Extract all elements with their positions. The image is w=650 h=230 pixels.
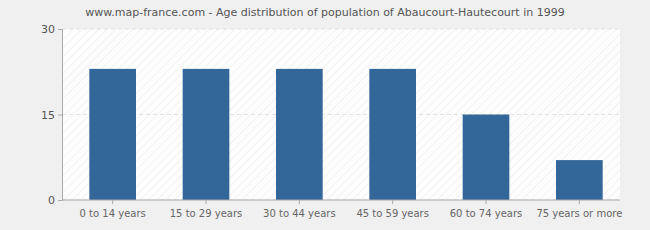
x-axis: 0 to 14 years 15 to 29 years 30 to 44 year… [62,200,622,219]
y-tick: 15 [41,109,62,122]
x-tick: 60 to 74 years [450,200,523,219]
x-tick-label: 75 years or more [536,208,622,219]
grid-line [62,200,620,201]
background [0,0,650,230]
y-axis: 0 15 30 [41,23,63,207]
bar [183,69,230,200]
x-tick: 30 to 44 years [263,200,336,219]
x-tick-mark [392,200,393,204]
y-tick-mark [58,115,62,116]
y-tick: 30 [41,23,62,36]
bars [89,69,602,200]
grid-line [62,29,620,30]
x-tick-mark [112,200,113,204]
x-tick: 75 years or more [536,200,622,219]
bar [89,69,136,200]
y-tick: 0 [48,194,62,207]
x-tick-mark [579,200,580,204]
x-axis-line [62,200,620,201]
bar [369,69,416,200]
x-tick-mark [486,200,487,204]
x-tick-mark [299,200,300,204]
x-tick: 45 to 59 years [356,200,429,219]
y-axis-line [58,30,63,201]
grid [62,29,620,200]
y-tick-mark [58,29,62,30]
x-tick: 15 to 29 years [170,200,243,219]
bar [276,69,323,200]
x-tick-label: 60 to 74 years [450,208,523,219]
x-tick-label: 15 to 29 years [170,208,243,219]
plot-area [62,29,620,200]
y-tick-label: 15 [41,109,55,122]
y-tick-label: 0 [48,194,55,207]
title: www.map-france.com - Age distribution of… [85,6,564,19]
x-tick: 0 to 14 years [80,200,146,219]
bar [556,160,603,200]
y-tick-label: 30 [41,23,55,36]
x-tick-label: 45 to 59 years [356,208,429,219]
x-tick-label: 0 to 14 years [80,208,146,219]
bar [463,115,510,201]
chart: 0 15 30 0 to 14 years 15 to 29 years 30 to 44… [0,0,650,230]
x-tick-mark [206,200,207,204]
grid-line [62,114,620,115]
x-tick-label: 30 to 44 years [263,208,336,219]
y-tick-mark [58,200,62,201]
